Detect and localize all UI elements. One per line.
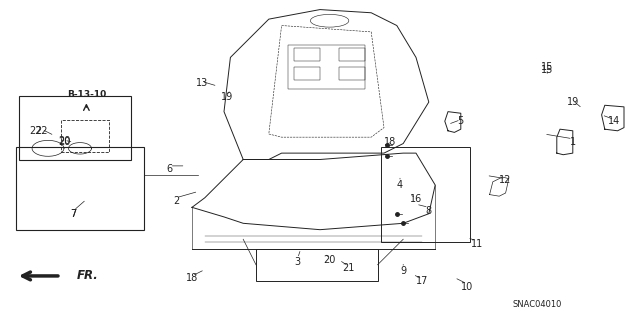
Text: 1: 1 xyxy=(570,137,576,147)
Text: 15: 15 xyxy=(541,62,554,72)
Text: 21: 21 xyxy=(342,263,355,273)
Text: 10: 10 xyxy=(461,282,474,292)
Text: 20: 20 xyxy=(58,136,70,146)
Text: 2: 2 xyxy=(173,196,179,206)
Text: 22: 22 xyxy=(29,126,42,136)
Text: 9: 9 xyxy=(400,266,406,276)
Text: 11: 11 xyxy=(470,239,483,249)
Text: 22: 22 xyxy=(35,126,48,136)
Text: 4: 4 xyxy=(397,180,403,190)
Text: FR.: FR. xyxy=(77,270,99,282)
Text: SNAC04010: SNAC04010 xyxy=(513,300,563,309)
Text: 8: 8 xyxy=(426,205,432,216)
Text: 7: 7 xyxy=(70,209,77,219)
Text: 7: 7 xyxy=(70,209,77,219)
Text: 13: 13 xyxy=(195,78,208,88)
Text: 19: 19 xyxy=(566,97,579,107)
Text: 16: 16 xyxy=(410,194,422,204)
Text: 20: 20 xyxy=(58,137,70,147)
Text: 20: 20 xyxy=(323,255,336,265)
Text: 6: 6 xyxy=(166,164,173,174)
Text: 17: 17 xyxy=(416,276,429,286)
Text: 3: 3 xyxy=(294,256,301,267)
Text: 12: 12 xyxy=(499,175,512,185)
Text: 15: 15 xyxy=(541,65,554,75)
Text: 14: 14 xyxy=(608,116,621,126)
Text: B-13-10: B-13-10 xyxy=(67,90,106,99)
Text: 19: 19 xyxy=(221,92,234,102)
Text: 18: 18 xyxy=(186,272,198,283)
Text: 5: 5 xyxy=(458,116,464,126)
Text: 18: 18 xyxy=(384,137,397,147)
